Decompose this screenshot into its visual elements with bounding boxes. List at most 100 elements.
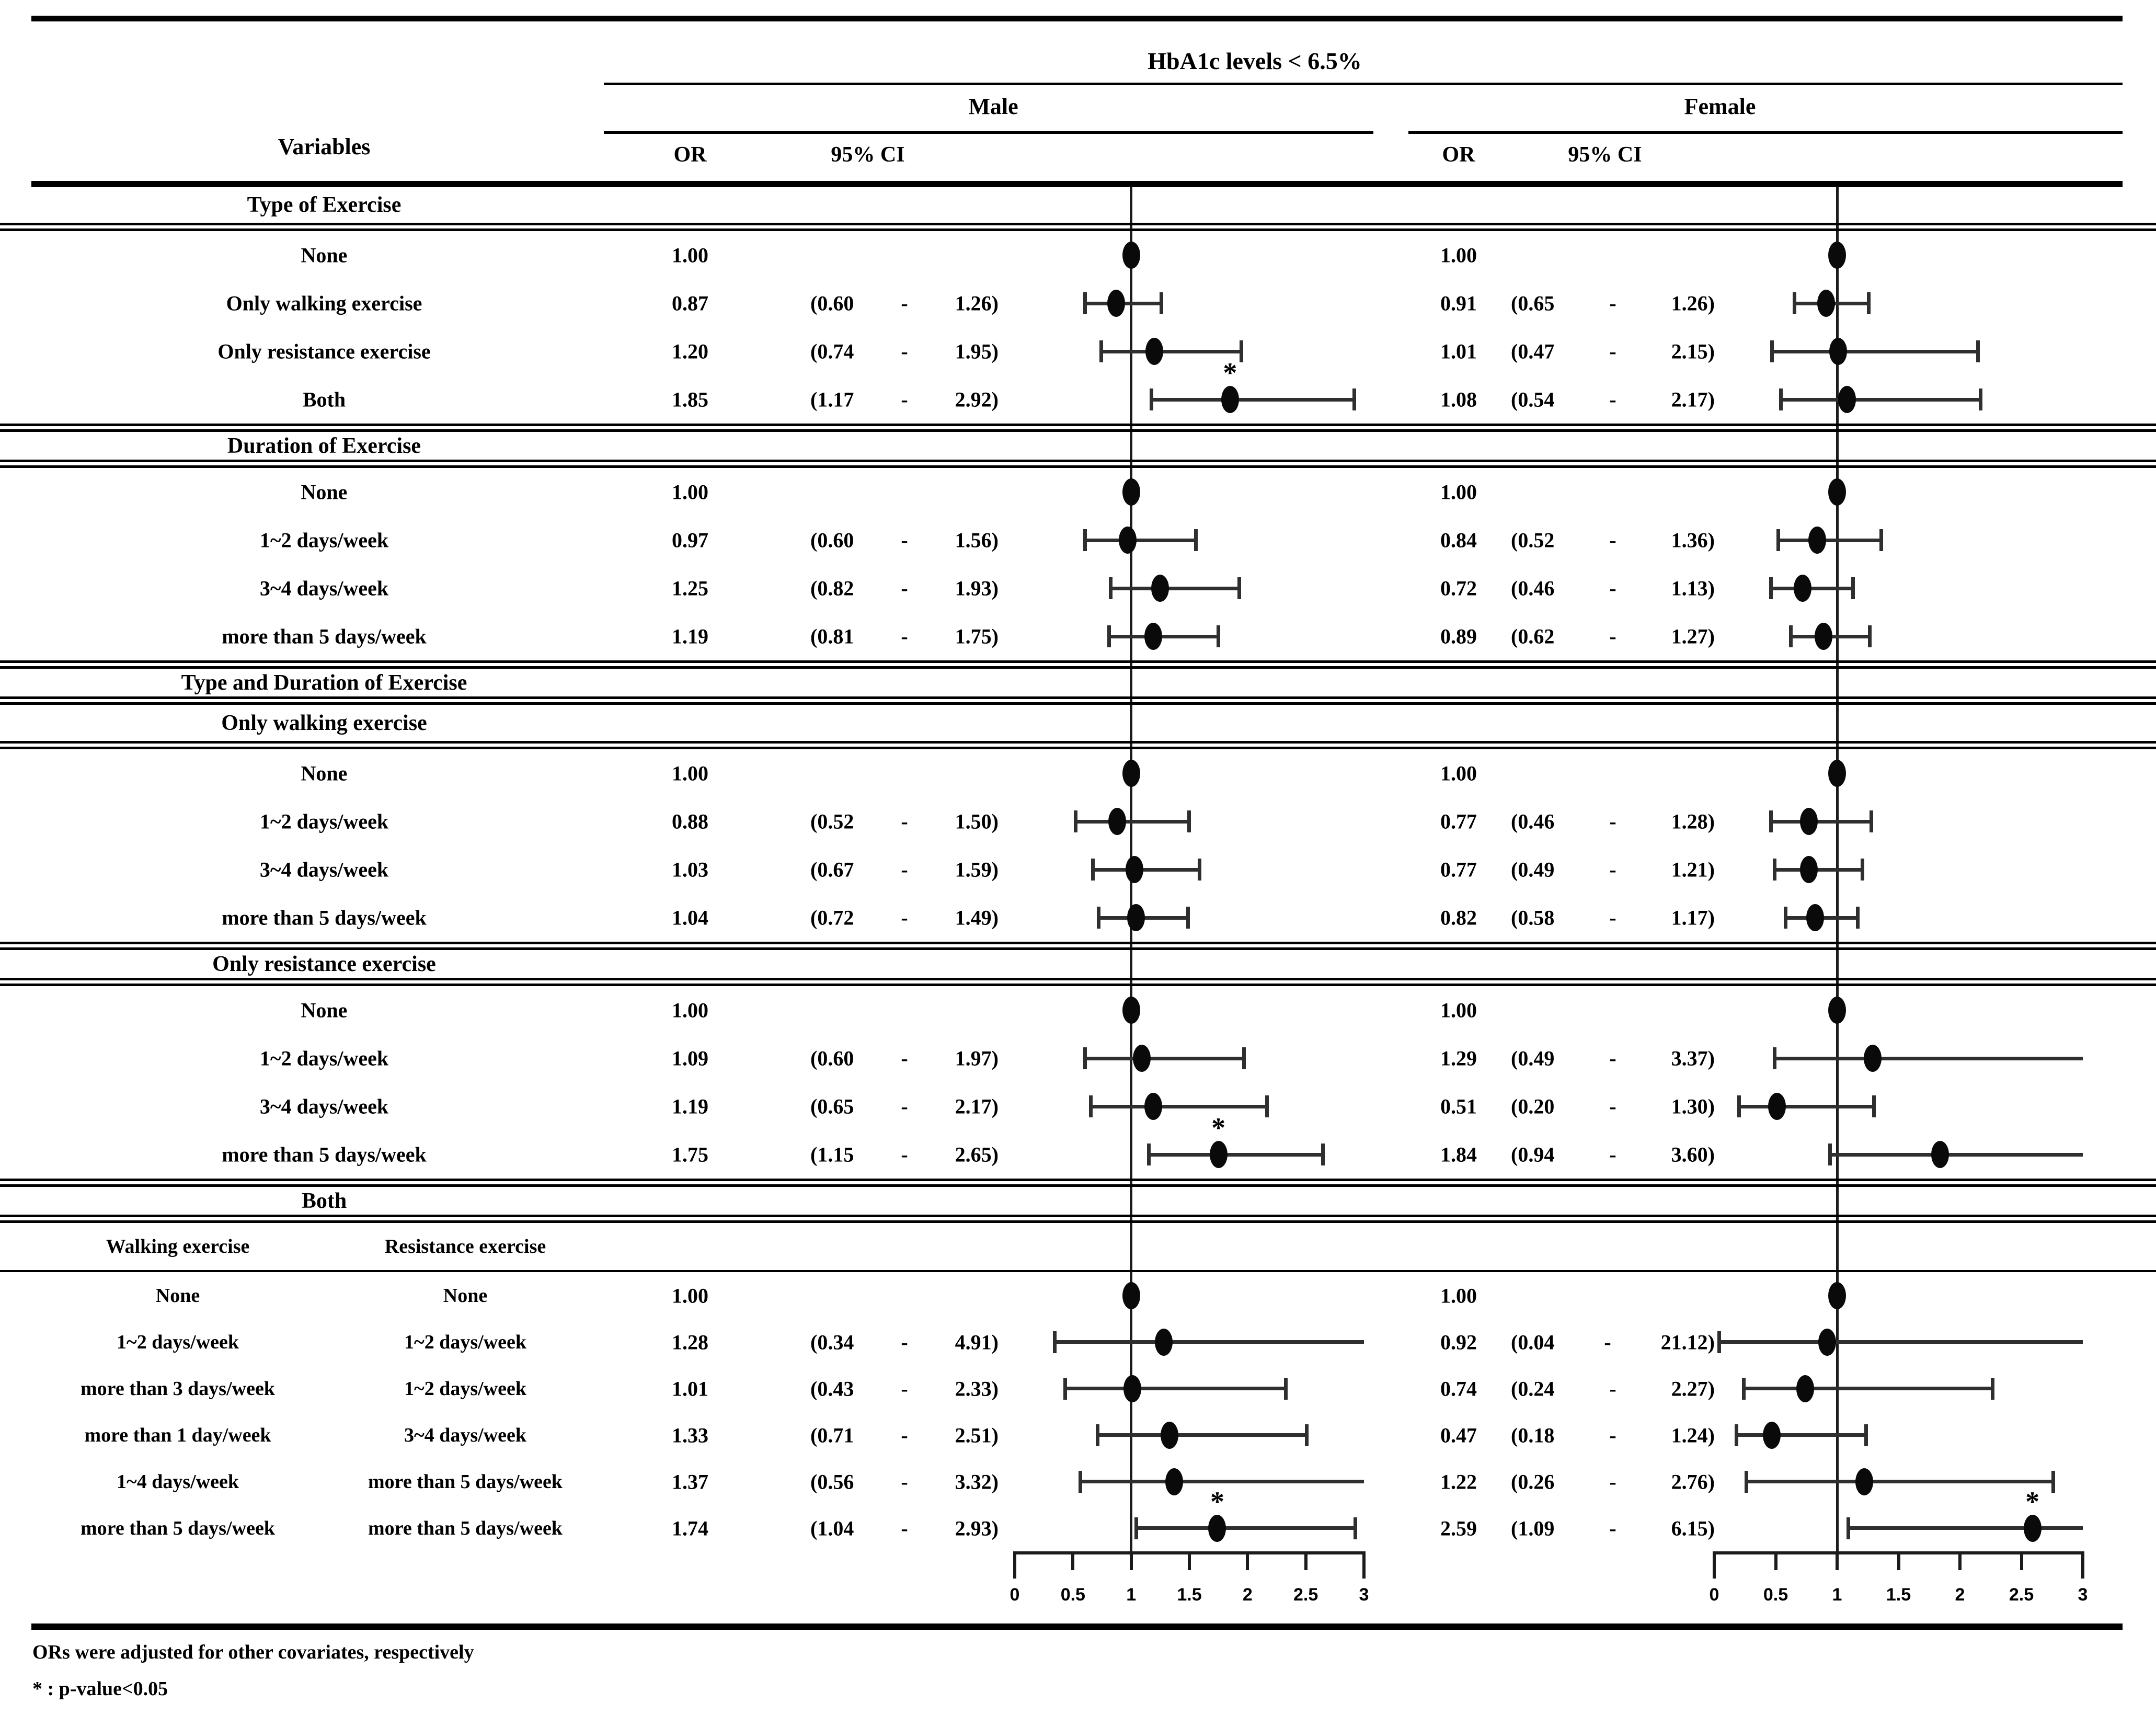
both-subheader-row: Walking exercise Resistance exercise — [0, 1223, 2156, 1272]
ci-dash-female: - — [1609, 339, 1616, 363]
ci-high-male: 1.75) — [955, 624, 999, 648]
ci-value-female: (0.58 - 1.17) — [1511, 906, 1715, 930]
ci-cap-high-female — [1855, 907, 1860, 929]
section-title: Only walking exercise — [221, 711, 427, 735]
ci-dash-male: - — [901, 1046, 908, 1070]
ci-cap-high-female — [1978, 388, 1982, 410]
ci-value-female: (0.20 - 1.30) — [1511, 1094, 1715, 1119]
x-axis-female-tick — [1774, 1551, 1777, 1570]
ci-bar-female — [1736, 1433, 1867, 1437]
or-value-female: 1.00 — [1440, 480, 1477, 504]
x-axis-male-tick — [1129, 1551, 1133, 1570]
or-value-male: 1.00 — [672, 998, 708, 1022]
variable-label: more than 5 days/week — [222, 906, 427, 930]
ci-low-male: (0.43 — [810, 1377, 854, 1400]
ci-value-female: (0.24 - 2.27) — [1511, 1376, 1715, 1401]
ci-cap-low-male — [1083, 292, 1087, 314]
or-value-male: 0.88 — [672, 809, 708, 833]
ci-cap-low-male — [1108, 577, 1113, 599]
or-point-male — [1165, 1468, 1184, 1495]
ci-cap-low-female — [1737, 1095, 1741, 1117]
ci-cap-high-female — [2051, 1470, 2055, 1493]
ci-high-female: 1.36) — [1671, 528, 1715, 552]
ci-low-female: (0.94 — [1511, 1142, 1555, 1167]
ci-cap-high-female — [1976, 340, 1980, 362]
ci-low-male: (0.72 — [810, 906, 854, 930]
x-axis-male-tick — [1013, 1551, 1016, 1579]
ci-dash-female: - — [1609, 1377, 1616, 1400]
or-point-male — [1155, 1328, 1173, 1356]
x-axis-female-tick — [2081, 1551, 2084, 1579]
variable-label: Only walking exercise — [226, 291, 422, 315]
section-row: Both — [0, 1179, 2156, 1223]
variable-label: None — [301, 761, 348, 785]
or-point-male — [1209, 1141, 1228, 1168]
ci-bar-female — [1780, 397, 1981, 402]
ci-cap-high-male — [1304, 1424, 1309, 1446]
figure-title: HbA1c levels < 6.5% — [1148, 48, 1362, 74]
walking-frequency-label: more than 1 day/week — [84, 1424, 271, 1446]
ci-low-male: (0.60 — [810, 528, 854, 552]
ci-dash-male: - — [901, 387, 908, 411]
ci-cap-low-male — [1078, 1470, 1082, 1493]
ci-bar-male — [1075, 819, 1189, 824]
or-point-male — [1108, 808, 1126, 835]
top-rule — [31, 16, 2123, 21]
or-point-female — [1838, 386, 1856, 413]
ci-low-female: (0.47 — [1511, 339, 1555, 363]
ci-high-female: 1.26) — [1671, 291, 1715, 315]
table-row: None 1.00 1.00 — [0, 468, 2156, 516]
variable-label: None — [301, 998, 348, 1022]
section-title: Both — [301, 1188, 347, 1213]
footnote-significance: * : p-value<0.05 — [32, 1678, 168, 1700]
ci-bar-male — [1084, 1056, 1244, 1060]
walking-exercise-header: Walking exercise — [106, 1236, 250, 1257]
ci-dash-male: - — [901, 291, 908, 315]
walking-frequency-label: 1~4 days/week — [116, 1470, 239, 1493]
ci-cap-high-male — [1242, 1047, 1246, 1069]
ci-dash-male: - — [901, 1516, 908, 1540]
or-point-female — [1855, 1468, 1873, 1495]
or-point-female — [1796, 1375, 1814, 1402]
or-value-male: 0.87 — [672, 291, 708, 315]
ci-low-female: (0.04 — [1511, 1330, 1555, 1354]
ci-low-female: (0.46 — [1511, 809, 1555, 833]
ci-value-male: (0.60 - 1.97) — [810, 1046, 999, 1071]
ci-dash-male: - — [901, 1377, 908, 1400]
ci-cap-high-male — [1352, 388, 1357, 410]
ci-high-male: 1.93) — [955, 576, 999, 600]
x-axis-female-tick-label: 0 — [1709, 1585, 1719, 1605]
ci-bar-female — [1744, 1387, 1993, 1390]
ci-high-male: 2.17) — [955, 1094, 999, 1118]
ci-high-female: 6.15) — [1671, 1516, 1715, 1540]
ci-cap-low-male — [1083, 529, 1087, 551]
ci-cap-low-female — [1776, 529, 1781, 551]
ci-cap-low-female — [1773, 1047, 1777, 1069]
ci-cap-low-male — [1083, 1047, 1087, 1069]
ci-high-female: 3.60) — [1671, 1142, 1715, 1167]
ci-value-male: (0.71 - 2.51) — [810, 1423, 999, 1447]
ci-bar-female — [1739, 1104, 1874, 1108]
ci-dash-male: - — [901, 1423, 908, 1447]
bottom-rule — [31, 1623, 2123, 1630]
ci-bar-female — [1829, 1152, 2083, 1157]
section-row: Type and Duration of Exercise — [0, 660, 2156, 705]
section-title: Duration of Exercise — [227, 433, 421, 458]
ci-cap-low-female — [1745, 1470, 1749, 1493]
ci-low-male: (0.56 — [810, 1470, 854, 1493]
or-point-female — [1828, 478, 1846, 506]
or-value-male: 1.00 — [672, 480, 708, 504]
or-point-male — [1118, 527, 1137, 554]
resistance-frequency-label: None — [443, 1284, 488, 1307]
ci-value-male: (1.17 - 2.92) — [810, 387, 999, 412]
female-underline — [1408, 131, 2123, 134]
ci-cap-low-male — [1091, 859, 1095, 881]
x-axis-female-tick-label: 2 — [1955, 1585, 1965, 1605]
or-value-male: 1.33 — [672, 1423, 708, 1447]
x-axis-male-tick-label: 2 — [1242, 1585, 1253, 1605]
ci-cap-high-male — [1216, 625, 1220, 647]
section-row: Duration of Exercise — [0, 424, 2156, 468]
ci-high-male: 2.33) — [955, 1377, 999, 1400]
ci-high-female: 2.76) — [1671, 1470, 1715, 1493]
ci-dash-male: - — [901, 1094, 908, 1118]
